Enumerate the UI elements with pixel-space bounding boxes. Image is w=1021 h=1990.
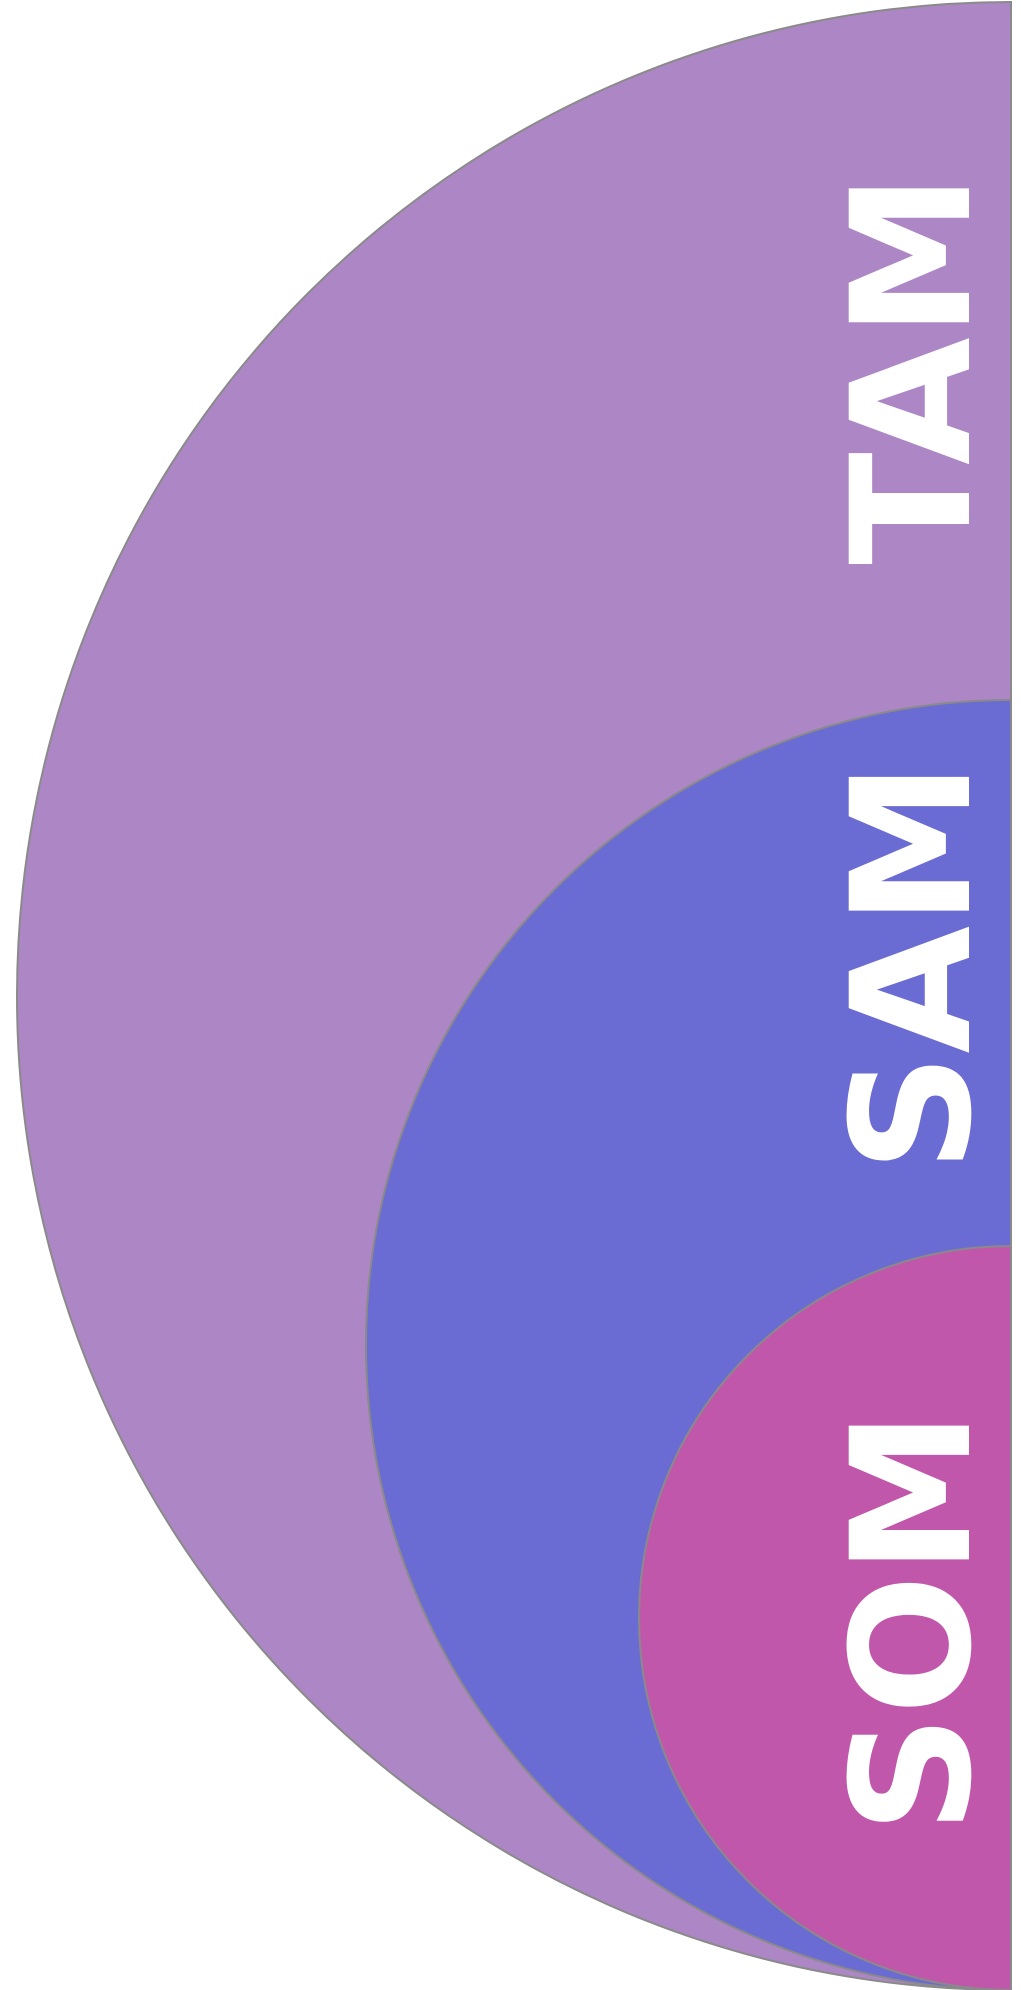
sam-label: SAM [816, 762, 1008, 1173]
tam-label: TAM [816, 173, 1008, 565]
som-half-circle [638, 1244, 1012, 1990]
som-label: SOM [816, 1410, 1008, 1833]
